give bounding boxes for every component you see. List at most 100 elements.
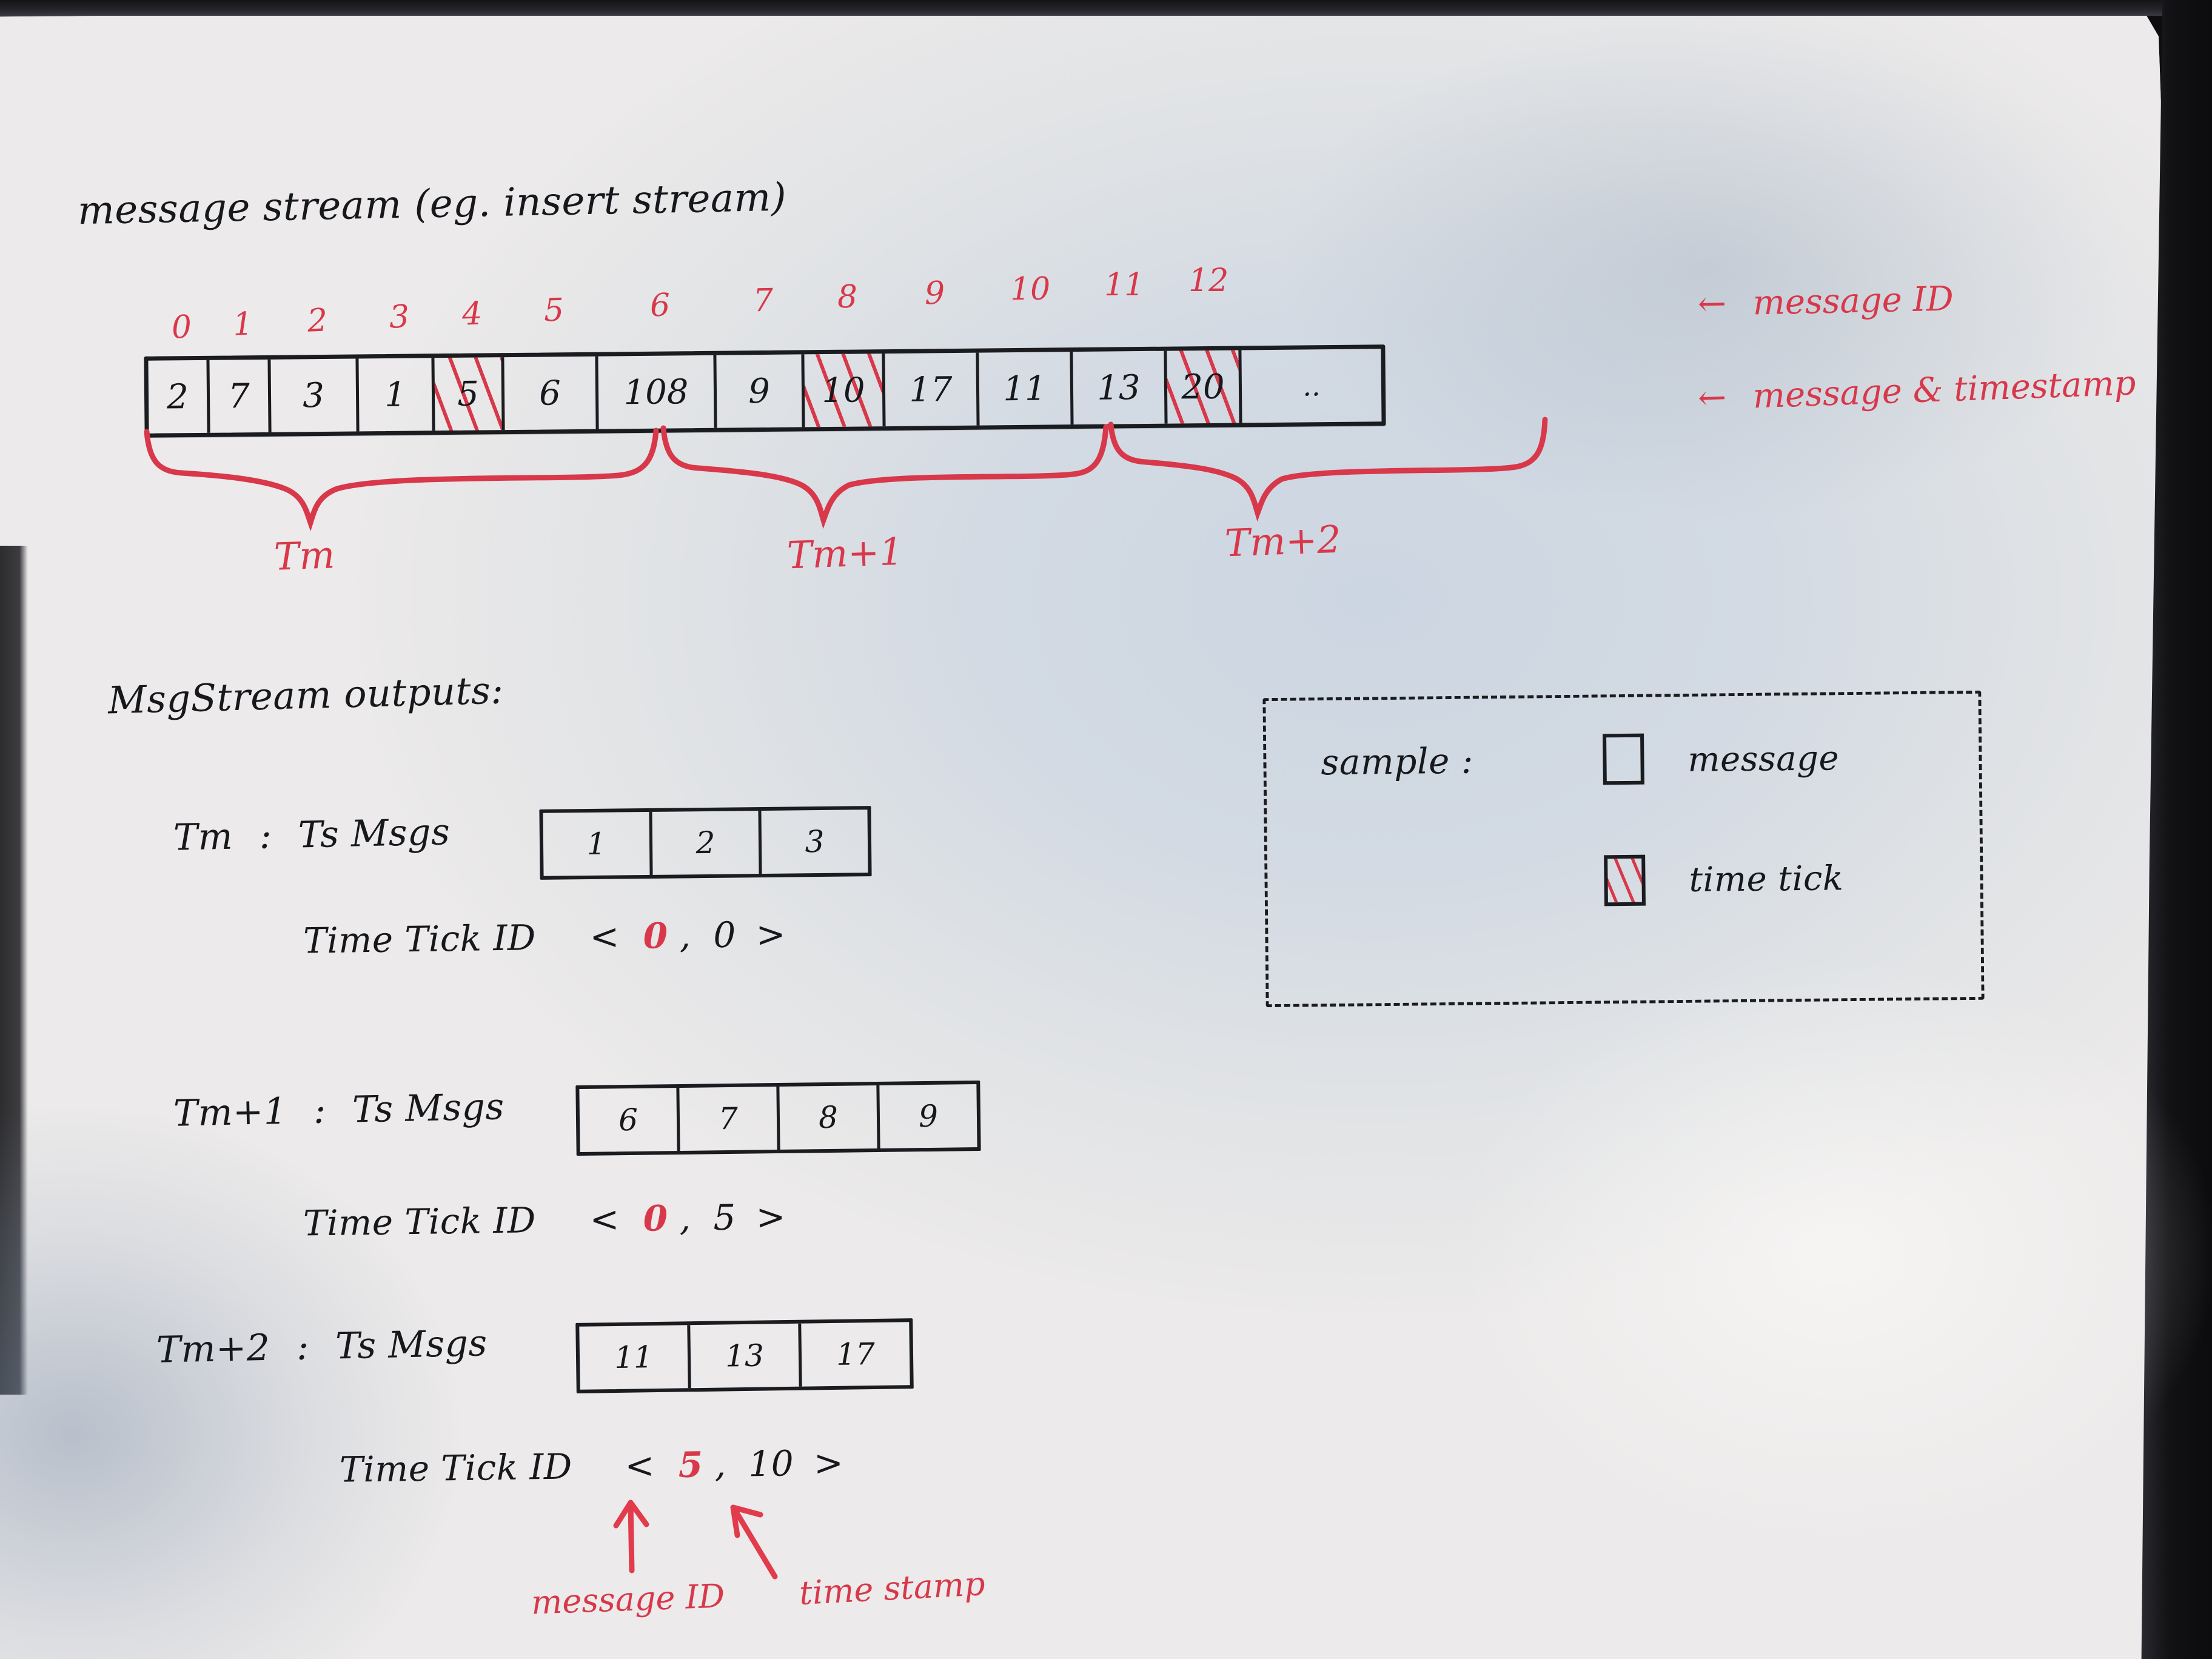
stream-cell-message: 13 bbox=[1073, 350, 1168, 425]
stream-cell-message: 11 bbox=[979, 352, 1074, 426]
brace-label-tm: Tm bbox=[273, 532, 336, 579]
group-tm1-colon: : bbox=[313, 1089, 327, 1132]
output-box-tm2: 11 13 17 bbox=[575, 1318, 914, 1393]
desk-left-shadow bbox=[0, 546, 28, 1395]
tm2-tick-ts: 10 bbox=[748, 1443, 794, 1485]
output-group-tm1-name: Tm+1 : Ts Msgs bbox=[173, 1085, 504, 1134]
stream-cell-value: 20 bbox=[1181, 367, 1225, 407]
stream-index-8: 8 bbox=[837, 278, 858, 316]
tm2-tick-comma: , bbox=[714, 1443, 726, 1486]
output-cell: 2 bbox=[652, 811, 762, 875]
stream-cell-message: 6 bbox=[504, 356, 599, 431]
legend-box: sample : message time tick bbox=[1262, 690, 1985, 1008]
stream-cell-message: 3 bbox=[270, 358, 360, 432]
stream-index-0: 0 bbox=[170, 308, 193, 346]
output-cell: 17 bbox=[836, 1336, 876, 1372]
tm-tick-close: > bbox=[756, 913, 786, 956]
message-stream-strip: 2 7 3 1 5 6 108 9 10 17 11 13 20.. bbox=[144, 344, 1386, 438]
stream-cell-message: 9 bbox=[716, 354, 805, 428]
output-cell: 1 bbox=[543, 811, 653, 876]
group-tm1-label: Tm+1 bbox=[173, 1090, 288, 1135]
legend-title: sample : bbox=[1321, 740, 1474, 783]
tm-tick-comma: , bbox=[679, 914, 691, 956]
tm1-tick-ts: 5 bbox=[712, 1196, 737, 1239]
stream-index-9: 9 bbox=[924, 275, 945, 312]
stream-cell-ellipsis: .. bbox=[1241, 349, 1381, 423]
stream-cell-value: 9 bbox=[748, 371, 771, 411]
stream-index-4: 4 bbox=[461, 295, 483, 333]
brace-label-tm2: Tm+2 bbox=[1224, 517, 1342, 566]
group-tm-colon: : bbox=[258, 814, 272, 857]
group-tm2-label: Tm+2 bbox=[156, 1326, 271, 1372]
stream-cell-value: 5 bbox=[457, 374, 480, 414]
stream-cell-value: 10 bbox=[822, 370, 865, 411]
stream-cell-timetick: 20 bbox=[1167, 350, 1242, 424]
tm2-tick-close: > bbox=[813, 1442, 844, 1484]
stream-cell-value: 13 bbox=[1097, 367, 1141, 408]
arrow-left-icon: ← bbox=[1697, 284, 1727, 324]
tm1-tick-label: Time Tick ID bbox=[303, 1199, 537, 1244]
desk-top-edge bbox=[0, 0, 2212, 16]
stream-cell-message: 1 bbox=[358, 358, 435, 432]
tm2-tick-id: 5 bbox=[678, 1444, 704, 1486]
annotation-message-id-label: message ID bbox=[1752, 279, 1954, 323]
stream-index-2: 2 bbox=[306, 302, 329, 340]
tm-tick-id: 0 bbox=[643, 915, 669, 957]
stream-index-7: 7 bbox=[752, 283, 774, 320]
output-tm1-tick-line: Time Tick ID < 0 , 5 > bbox=[303, 1196, 786, 1244]
stream-cell-message: 108 bbox=[598, 355, 717, 429]
stream-cell-value: 7 bbox=[227, 376, 250, 416]
group-tm-label: Tm bbox=[173, 815, 233, 859]
tm-tick-open: < bbox=[589, 916, 620, 957]
tm-tick-ts: 0 bbox=[712, 914, 737, 956]
annotation-message-id: ← message ID bbox=[1697, 280, 1954, 324]
callout-label-message-id: message ID bbox=[530, 1577, 726, 1622]
brace-label-tm1: Tm+1 bbox=[786, 529, 904, 578]
output-cell: 7 bbox=[679, 1086, 780, 1151]
tm1-tick-open: < bbox=[589, 1198, 620, 1240]
group-tm-msgs-label: Ts Msgs bbox=[298, 811, 451, 857]
output-group-tm-name: Tm : Ts Msgs bbox=[173, 811, 451, 859]
output-cell: 6 bbox=[579, 1087, 680, 1152]
output-tm-tick-line: Time Tick ID < 0 , 0 > bbox=[303, 913, 786, 961]
stream-index-5: 5 bbox=[543, 292, 565, 329]
stream-index-10: 10 bbox=[1010, 270, 1051, 307]
stream-index-11: 11 bbox=[1104, 266, 1145, 303]
legend-swatch-message bbox=[1603, 733, 1644, 785]
stream-cell-message: 7 bbox=[209, 359, 272, 433]
output-cell: 3 bbox=[805, 823, 825, 860]
stream-cell-message: 2 bbox=[148, 360, 210, 434]
legend-label-timetick: time tick bbox=[1689, 859, 1844, 900]
legend-label-message: message bbox=[1687, 739, 1840, 780]
output-cell: 8 bbox=[779, 1085, 880, 1150]
stream-cell-timetick: 10 bbox=[804, 354, 886, 427]
stream-cell-value: 11 bbox=[1003, 369, 1047, 409]
output-cell: 13 bbox=[690, 1323, 802, 1389]
stream-cell-message: 17 bbox=[885, 352, 980, 427]
group-tm2-colon: : bbox=[296, 1326, 310, 1369]
output-cell: 9 bbox=[918, 1098, 939, 1134]
stream-cell-value: 3 bbox=[302, 375, 325, 415]
tm1-tick-id: 0 bbox=[643, 1198, 669, 1239]
stream-index-1: 1 bbox=[232, 306, 254, 343]
stream-index-3: 3 bbox=[388, 298, 411, 336]
stream-cell-value: 17 bbox=[909, 369, 953, 410]
stream-index-12: 12 bbox=[1188, 263, 1229, 300]
output-cell: 11 bbox=[579, 1325, 691, 1390]
arrow-left-icon-2: ← bbox=[1697, 377, 1728, 418]
stream-cell-value: 1 bbox=[384, 375, 407, 415]
stream-cell-value: 6 bbox=[538, 373, 561, 414]
output-group-tm2-name: Tm+2 : Ts Msgs bbox=[156, 1322, 488, 1371]
stream-cell-value: .. bbox=[1302, 369, 1321, 403]
stream-cell-value: 2 bbox=[166, 377, 189, 417]
legend-swatch-timetick bbox=[1604, 854, 1646, 907]
tm1-tick-close: > bbox=[756, 1196, 786, 1238]
group-tm1-msgs-label: Ts Msgs bbox=[352, 1085, 505, 1131]
output-tm2-tick-line: Time Tick ID < 5 , 10 > bbox=[340, 1442, 844, 1490]
stream-cell-timetick: 5 bbox=[434, 357, 505, 431]
tm1-tick-comma: , bbox=[679, 1197, 691, 1239]
group-tm2-msgs-label: Ts Msgs bbox=[335, 1322, 488, 1368]
tm2-tick-open: < bbox=[625, 1444, 655, 1487]
